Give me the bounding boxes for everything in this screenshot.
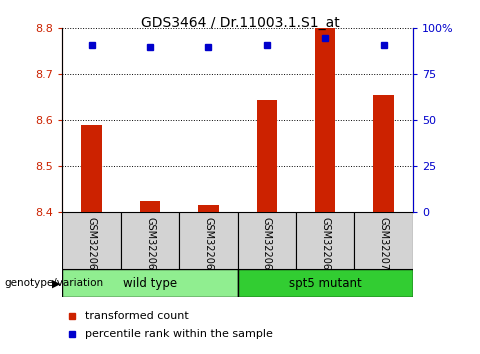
Text: spt5 mutant: spt5 mutant bbox=[289, 277, 361, 290]
Text: GDS3464 / Dr.11003.1.S1_at: GDS3464 / Dr.11003.1.S1_at bbox=[141, 16, 339, 30]
Text: GSM322069: GSM322069 bbox=[320, 217, 330, 276]
Bar bbox=[373, 95, 394, 212]
Bar bbox=[257, 100, 277, 212]
Text: GSM322067: GSM322067 bbox=[204, 217, 214, 276]
Bar bbox=[354, 212, 413, 269]
Text: GSM322068: GSM322068 bbox=[262, 217, 272, 276]
Text: genotype/variation: genotype/variation bbox=[5, 278, 104, 288]
Bar bbox=[238, 269, 413, 297]
Bar bbox=[179, 212, 238, 269]
Bar bbox=[198, 206, 218, 212]
Bar bbox=[315, 28, 336, 212]
Bar bbox=[121, 212, 179, 269]
Text: transformed count: transformed count bbox=[84, 311, 189, 321]
Text: GSM322065: GSM322065 bbox=[86, 217, 96, 276]
Bar bbox=[238, 212, 296, 269]
Text: ▶: ▶ bbox=[51, 278, 60, 288]
Text: wild type: wild type bbox=[123, 277, 177, 290]
Bar bbox=[82, 125, 102, 212]
Text: GSM322066: GSM322066 bbox=[145, 217, 155, 276]
Text: percentile rank within the sample: percentile rank within the sample bbox=[84, 329, 273, 339]
Bar bbox=[62, 212, 121, 269]
Text: GSM322070: GSM322070 bbox=[379, 217, 389, 276]
Bar bbox=[62, 269, 238, 297]
Bar bbox=[140, 201, 160, 212]
Bar bbox=[296, 212, 354, 269]
